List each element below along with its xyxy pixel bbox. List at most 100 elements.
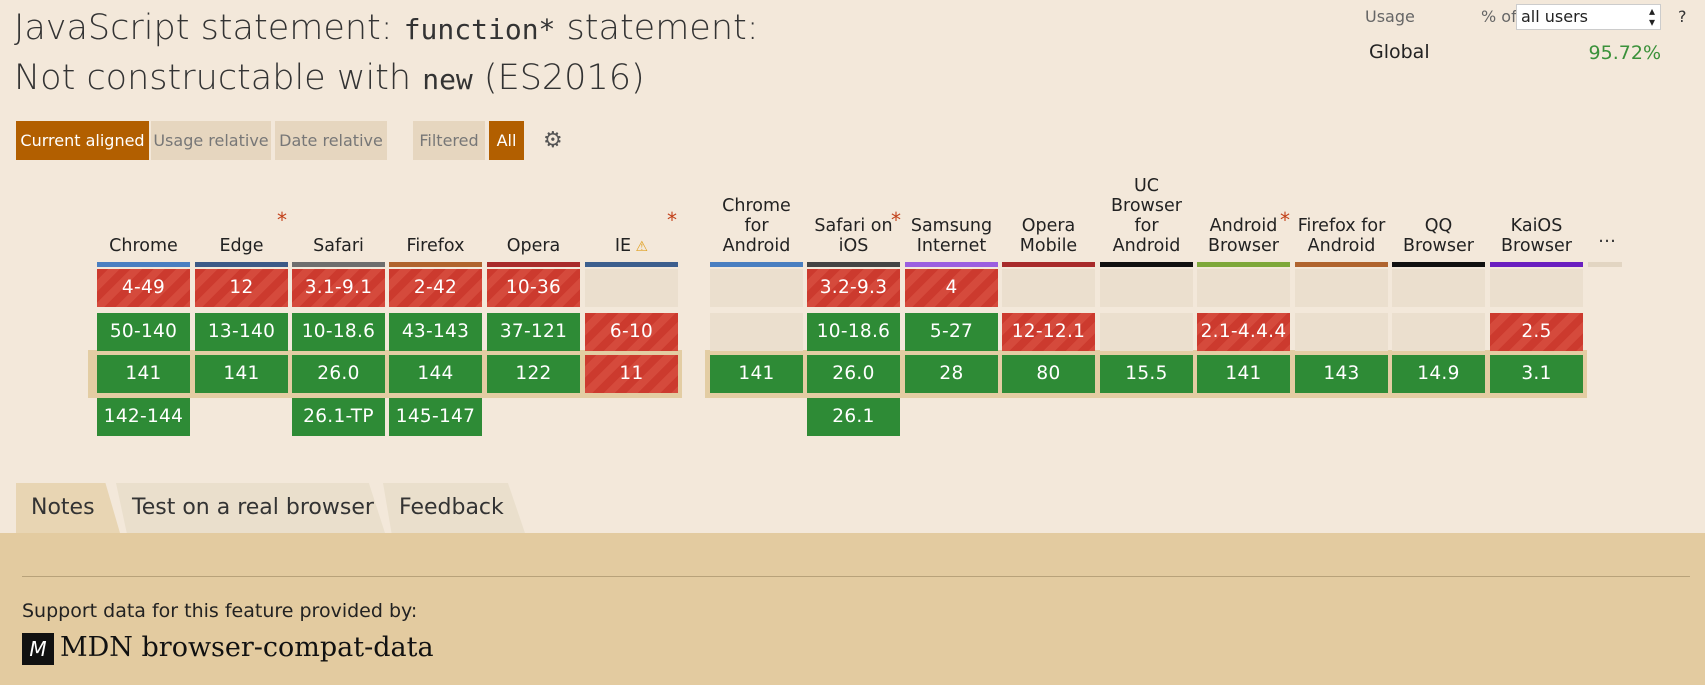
browser-name: Samsung Internet xyxy=(910,216,993,256)
browser-name: Edge xyxy=(219,236,264,256)
supported-cell[interactable]: 80 xyxy=(1002,355,1095,393)
browser-header-android-browser[interactable]: Android Browser xyxy=(1193,216,1294,256)
unsupported-cell[interactable]: 2.5 xyxy=(1490,313,1583,351)
browser-color-bar xyxy=(905,262,998,267)
browser-header-chrome[interactable]: Chrome xyxy=(93,236,194,256)
unsupported-cell[interactable]: 12-12.1 xyxy=(1002,313,1095,351)
supported-cell[interactable]: 28 xyxy=(905,355,998,393)
unsupported-cell[interactable]: 4 xyxy=(905,269,998,307)
browser-color-bar xyxy=(1490,262,1583,267)
tab-notes[interactable]: Notes xyxy=(16,483,120,533)
date-relative-button[interactable]: Date relative xyxy=(275,121,387,160)
empty-cell xyxy=(710,313,803,351)
supported-cell[interactable]: 141 xyxy=(710,355,803,393)
browser-header-uc-browser-for-android[interactable]: UC Browser for Android xyxy=(1096,176,1197,256)
browser-color-bar xyxy=(292,262,385,267)
title-text-2: statement: Not constructable with xyxy=(14,8,759,98)
browser-header-firefox[interactable]: Firefox xyxy=(385,236,486,256)
supported-cell[interactable]: 26.1-TP xyxy=(292,398,385,436)
supported-cell[interactable]: 26.1 xyxy=(807,398,900,436)
browser-header-firefox-for-android[interactable]: Firefox for Android xyxy=(1291,216,1392,256)
browser-color-bar xyxy=(487,262,580,267)
supported-cell[interactable]: 122 xyxy=(487,355,580,393)
title-code-new: new xyxy=(422,63,473,96)
more-column-bar xyxy=(1588,262,1622,267)
tab-test-on-real-browser[interactable]: Test on a real browser xyxy=(116,483,385,533)
supported-cell[interactable]: 143 xyxy=(1295,355,1388,393)
supported-cell[interactable]: 10-18.6 xyxy=(292,313,385,351)
browser-name: UC Browser for Android xyxy=(1111,176,1182,256)
browser-header-samsung-internet[interactable]: Samsung Internet xyxy=(901,216,1002,256)
empty-cell xyxy=(1490,269,1583,307)
unsupported-cell[interactable]: 12 xyxy=(195,269,288,307)
unsupported-cell[interactable]: 2-42 xyxy=(389,269,482,307)
browser-header-kaios-browser[interactable]: KaiOS Browser xyxy=(1486,216,1587,256)
unsupported-cell[interactable]: 3.1-9.1 xyxy=(292,269,385,307)
select-arrows-icon: ▴ ▾ xyxy=(1648,4,1655,29)
supported-cell[interactable]: 10-18.6 xyxy=(807,313,900,351)
browser-header-edge[interactable]: Edge xyxy=(191,236,292,256)
users-select[interactable]: all users ▴ ▾ xyxy=(1516,4,1661,30)
all-button[interactable]: All xyxy=(489,121,524,160)
tab-feedback[interactable]: Feedback xyxy=(383,483,525,533)
supported-cell[interactable]: 141 xyxy=(97,355,190,393)
browser-header-safari[interactable]: Safari xyxy=(288,236,389,256)
mdn-link[interactable]: MDN browser-compat-data xyxy=(60,632,434,663)
global-usage-value: 95.72% xyxy=(1588,42,1661,64)
browser-header-opera[interactable]: Opera xyxy=(483,236,584,256)
settings-gear-icon[interactable]: ⚙ xyxy=(543,128,563,153)
note-asterisk-icon: * xyxy=(891,208,901,232)
browser-header-chrome-for-android[interactable]: Chrome for Android xyxy=(706,196,807,256)
browser-color-bar xyxy=(807,262,900,267)
empty-cell xyxy=(1100,313,1193,351)
unsupported-cell[interactable]: 11 xyxy=(585,355,678,393)
global-label: Global xyxy=(1369,41,1430,63)
unsupported-cell[interactable]: 3.2-9.3 xyxy=(807,269,900,307)
unsupported-cell[interactable]: 10-36 xyxy=(487,269,580,307)
more-browsers[interactable]: … xyxy=(1598,226,1616,247)
browser-color-bar xyxy=(1392,262,1485,267)
empty-cell xyxy=(1295,269,1388,307)
mdn-logo-icon: M xyxy=(22,633,54,665)
browser-name: Opera xyxy=(506,236,561,256)
unsupported-cell[interactable]: 6-10 xyxy=(585,313,678,351)
browser-header-opera-mobile[interactable]: Opera Mobile xyxy=(998,216,1099,256)
supported-cell[interactable]: 13-140 xyxy=(195,313,288,351)
usage-panel: Usage % of all users ▴ ▾ ? Global 95.72% xyxy=(1365,0,1695,70)
supported-cell[interactable]: 5-27 xyxy=(905,313,998,351)
browser-color-bar xyxy=(585,262,678,267)
supported-cell[interactable]: 26.0 xyxy=(292,355,385,393)
supported-cell[interactable]: 141 xyxy=(1197,355,1290,393)
supported-cell[interactable]: 50-140 xyxy=(97,313,190,351)
supported-cell[interactable]: 145-147 xyxy=(389,398,482,436)
browser-color-bar xyxy=(1197,262,1290,267)
supported-cell[interactable]: 15.5 xyxy=(1100,355,1193,393)
filtered-button[interactable]: Filtered xyxy=(413,121,485,160)
unsupported-cell[interactable]: 2.1-4.4.4 xyxy=(1197,313,1290,351)
supported-cell[interactable]: 144 xyxy=(389,355,482,393)
note-asterisk-icon: * xyxy=(1280,208,1290,232)
supported-cell[interactable]: 37-121 xyxy=(487,313,580,351)
supported-cell[interactable]: 141 xyxy=(195,355,288,393)
note-asterisk-icon: * xyxy=(277,208,287,232)
help-link[interactable]: ? xyxy=(1678,7,1687,26)
browser-header-qq-browser[interactable]: QQ Browser xyxy=(1388,216,1489,256)
current-aligned-button[interactable]: Current aligned xyxy=(16,121,149,160)
empty-cell xyxy=(1392,313,1485,351)
supported-cell[interactable]: 26.0 xyxy=(807,355,900,393)
usage-relative-button[interactable]: Usage relative xyxy=(151,121,271,160)
unsupported-cell[interactable]: 4-49 xyxy=(97,269,190,307)
supported-cell[interactable]: 43-143 xyxy=(389,313,482,351)
supported-cell[interactable]: 14.9 xyxy=(1392,355,1485,393)
empty-cell xyxy=(1002,269,1095,307)
supported-cell[interactable]: 142-144 xyxy=(97,398,190,436)
browser-name: Chrome for Android xyxy=(722,196,791,256)
browser-header-ie[interactable]: IE ⚠ xyxy=(581,236,682,257)
empty-cell xyxy=(1392,269,1485,307)
browser-color-bar xyxy=(710,262,803,267)
browser-header-safari-on-ios[interactable]: Safari on iOS xyxy=(803,216,904,256)
users-select-value: all users xyxy=(1521,7,1589,26)
supported-cell[interactable]: 3.1 xyxy=(1490,355,1583,393)
browser-color-bar xyxy=(1295,262,1388,267)
browser-name: KaiOS Browser xyxy=(1501,216,1572,256)
